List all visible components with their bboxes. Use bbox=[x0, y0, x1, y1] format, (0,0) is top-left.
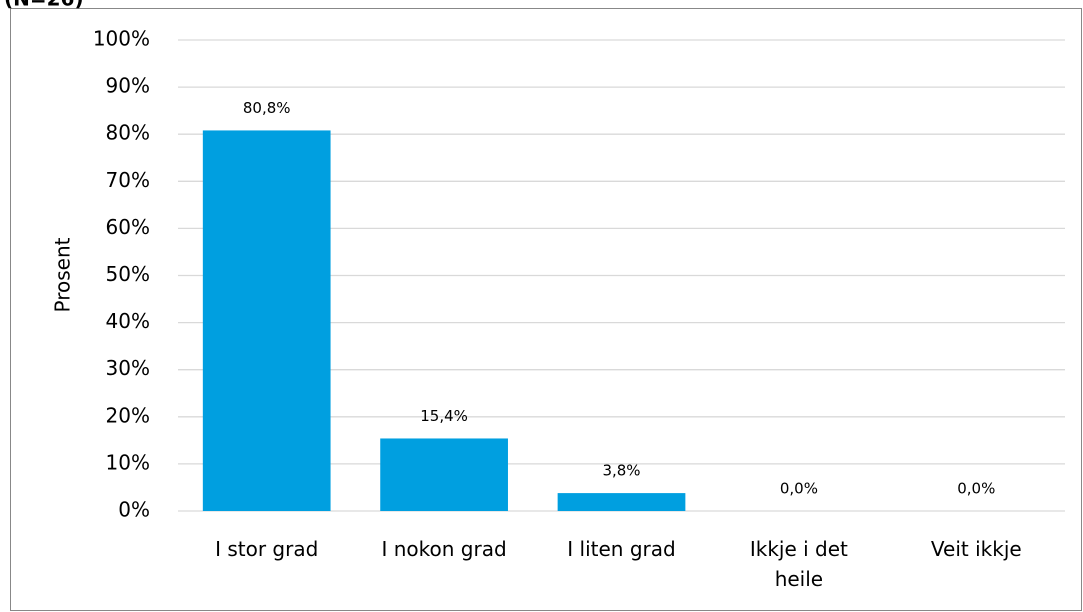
y-tick-label: 90% bbox=[106, 74, 150, 98]
value-label: 80,8% bbox=[243, 99, 291, 117]
y-tick-label: 80% bbox=[106, 121, 150, 145]
x-tick-label: Ikkje i det heile bbox=[749, 537, 848, 591]
value-label: 15,4% bbox=[420, 407, 468, 425]
bar bbox=[380, 438, 508, 511]
y-axis-label: Prosent bbox=[51, 237, 75, 312]
y-tick-label: 100% bbox=[93, 27, 150, 51]
y-tick-label: 60% bbox=[106, 215, 150, 239]
bar bbox=[202, 130, 331, 511]
x-tick-label: I liten grad bbox=[567, 537, 676, 561]
chart-frame bbox=[10, 8, 1082, 611]
chart-title: (N=26) bbox=[4, 0, 84, 11]
y-tick-label: 50% bbox=[106, 262, 150, 286]
y-tick-label: 20% bbox=[106, 403, 150, 427]
x-tick-label: Veit ikkje bbox=[930, 537, 1022, 561]
x-tick-label: I nokon grad bbox=[381, 537, 507, 561]
y-tick-label: 40% bbox=[106, 309, 150, 333]
value-label: 3,8% bbox=[602, 462, 640, 480]
y-tick-label: 10% bbox=[106, 450, 150, 474]
value-label: 0,0% bbox=[780, 480, 818, 498]
x-tick-label: I stor grad bbox=[215, 537, 319, 561]
y-tick-label: 70% bbox=[106, 168, 150, 192]
bar bbox=[557, 493, 686, 511]
y-tick-label: 0% bbox=[118, 498, 150, 522]
y-tick-label: 30% bbox=[106, 356, 150, 380]
value-label: 0,0% bbox=[957, 480, 995, 498]
